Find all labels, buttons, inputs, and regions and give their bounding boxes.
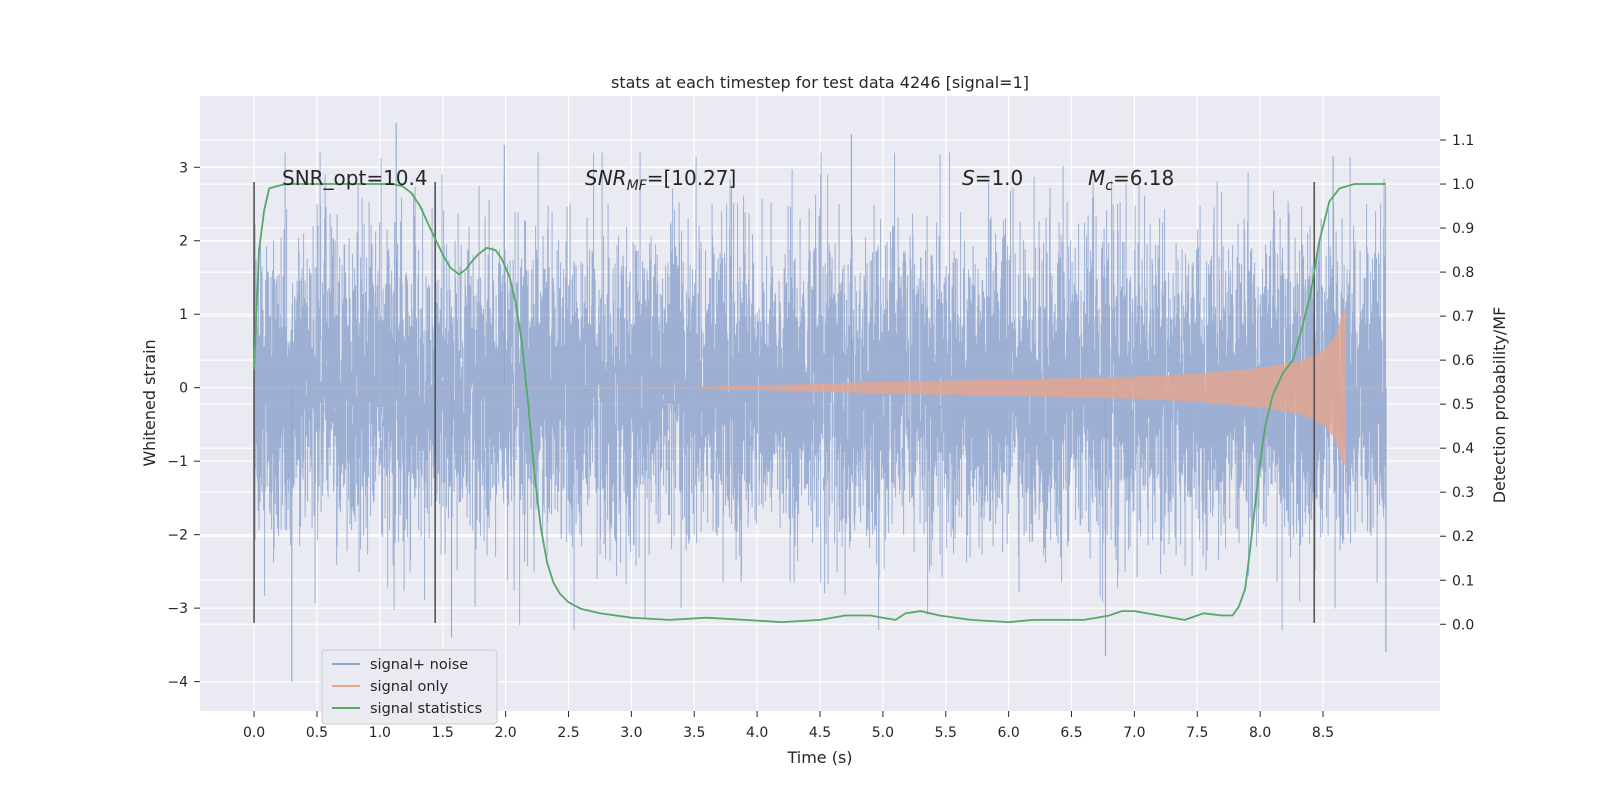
y-left-tick-label: −3 — [167, 601, 188, 617]
annotation-mc: Mc=6.18 — [1088, 166, 1174, 194]
y-right-tick-label: 0.3 — [1452, 485, 1474, 501]
y-right-tick-label: 1.1 — [1452, 133, 1474, 149]
x-tick-label: 7.0 — [1123, 725, 1145, 741]
x-tick-label: 4.5 — [809, 725, 831, 741]
y-right-tick-label: 0.5 — [1452, 397, 1474, 413]
chart-title: stats at each timestep for test data 424… — [611, 73, 1029, 92]
annotation-s-value: =1.0 — [975, 166, 1024, 190]
x-tick-label: 5.0 — [872, 725, 894, 741]
y-left-tick-label: 2 — [179, 234, 188, 250]
annotation-mc-subscript: c — [1105, 178, 1113, 194]
y-right-tick-label: 0.2 — [1452, 529, 1474, 545]
annotation-mc-main: M — [1088, 166, 1105, 190]
legend-box — [321, 649, 498, 725]
x-tick-label: 2.5 — [557, 725, 579, 741]
annotation-mc-value: =6.18 — [1113, 166, 1174, 190]
annotation-snr-opt: SNR_opt=10.4 — [282, 166, 428, 190]
data-layer — [253, 123, 1387, 682]
x-axis-ticks: 0.0 0.5 1.0 1.5 2.0 2.5 3.0 3.5 4.0 4.5 5.0 5.5 6.0 6… — [243, 711, 1334, 741]
annotation-snr-mf-value: =[10.27] — [647, 166, 737, 190]
legend-label-noise: signal+ noise — [370, 657, 468, 673]
y-left-tick-label: 1 — [179, 307, 188, 323]
y-right-tick-label: 1.0 — [1452, 177, 1474, 193]
legend-label-statistics: signal statistics — [370, 701, 482, 717]
y-left-tick-label: −1 — [167, 454, 188, 470]
annotation-snr-mf-subscript: MF — [627, 178, 648, 194]
x-tick-label: 0.0 — [243, 725, 265, 741]
y-axis-right-ticks: 0.0 0.1 0.2 0.3 0.4 0.5 0.6 0.7 0.8 0.9 1.0 1.1 — [1440, 133, 1474, 633]
y-left-tick-label: −2 — [167, 528, 188, 544]
x-tick-label: 3.0 — [620, 725, 642, 741]
x-tick-label: 8.0 — [1249, 725, 1271, 741]
signal-statistics-series — [253, 183, 1386, 624]
y-right-tick-label: 0.9 — [1452, 221, 1474, 237]
x-tick-label: 6.0 — [998, 725, 1020, 741]
vertical-markers — [253, 181, 1316, 623]
y-axis-left-label: Whitened strain — [140, 339, 159, 466]
x-tick-label: 2.0 — [494, 725, 516, 741]
annotation-s-main: S — [962, 166, 975, 190]
x-tick-label: 8.5 — [1312, 725, 1334, 741]
x-tick-label: 6.5 — [1060, 725, 1082, 741]
x-axis-label: Time (s) — [786, 748, 852, 767]
annotation-s: S=1.0 — [962, 166, 1023, 190]
y-left-tick-label: −4 — [167, 675, 188, 691]
x-tick-label: 7.5 — [1186, 725, 1208, 741]
annotation-snr-mf-main: SNR — [585, 166, 627, 190]
y-right-tick-label: 0.7 — [1452, 309, 1474, 325]
legend: signal+ noise signal only signal statist… — [321, 649, 498, 725]
y-left-tick-label: 3 — [179, 160, 188, 176]
y-axis-right-label: Detection probability/MF — [1490, 307, 1509, 504]
x-tick-label: 1.0 — [369, 725, 391, 741]
x-tick-label: 5.5 — [935, 725, 957, 741]
y-right-tick-label: 0.4 — [1452, 441, 1474, 457]
y-axis-left-ticks: −4 −3 −2 −1 0 1 2 3 — [167, 160, 200, 691]
y-right-tick-label: 0.6 — [1452, 353, 1474, 369]
x-tick-label: 3.5 — [683, 725, 705, 741]
y-right-tick-label: 0.0 — [1452, 617, 1474, 633]
noise-extreme-spikes — [291, 123, 1387, 682]
y-left-tick-label: 0 — [179, 381, 188, 397]
x-tick-label: 4.0 — [746, 725, 768, 741]
y-right-tick-label: 0.1 — [1452, 573, 1474, 589]
y-right-tick-label: 0.8 — [1452, 265, 1474, 281]
annotation-snr-mf: SNRMF=[10.27] — [585, 166, 736, 194]
x-tick-label: 0.5 — [306, 725, 328, 741]
x-tick-label: 1.5 — [432, 725, 454, 741]
legend-label-signal: signal only — [370, 679, 449, 695]
